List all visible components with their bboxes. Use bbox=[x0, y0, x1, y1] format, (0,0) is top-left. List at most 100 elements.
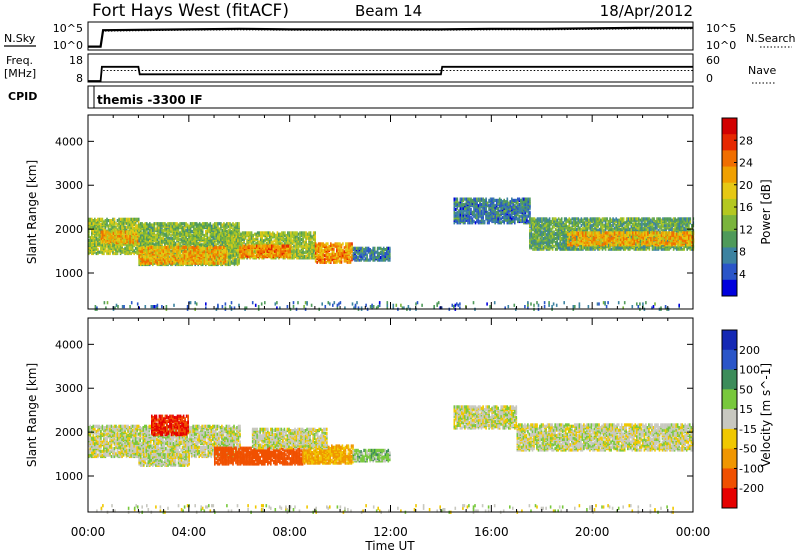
range-cell bbox=[241, 241, 244, 245]
range-cell bbox=[260, 244, 262, 248]
range-cell bbox=[201, 243, 204, 247]
range-cell bbox=[233, 260, 236, 264]
range-cell bbox=[161, 232, 163, 236]
range-cell bbox=[266, 244, 269, 248]
range-cell bbox=[274, 244, 276, 248]
range-cell bbox=[113, 242, 116, 246]
range-cell bbox=[474, 213, 477, 217]
cpid-label: CPID bbox=[8, 90, 37, 103]
range-cell bbox=[198, 222, 201, 226]
range-cell bbox=[109, 235, 112, 239]
range-cell bbox=[101, 217, 104, 221]
noise-panel-frame bbox=[87, 21, 694, 51]
range-cell bbox=[251, 244, 253, 248]
range-cell bbox=[195, 222, 198, 226]
range-cell bbox=[355, 254, 358, 258]
range-cell bbox=[195, 224, 198, 228]
range-cell bbox=[367, 246, 370, 250]
range-cell bbox=[170, 255, 172, 259]
range-cell bbox=[188, 247, 190, 251]
range-cell bbox=[360, 246, 362, 250]
range-cell bbox=[206, 247, 209, 251]
range-cell bbox=[144, 231, 147, 235]
range-cell bbox=[201, 256, 204, 260]
range-cell bbox=[162, 236, 165, 240]
range-cell bbox=[218, 240, 221, 244]
range-cell bbox=[139, 247, 142, 251]
range-cell bbox=[185, 256, 187, 260]
range-cell bbox=[136, 248, 138, 252]
range-cell bbox=[349, 242, 352, 246]
range-cell bbox=[221, 223, 224, 227]
range-cell bbox=[158, 226, 160, 230]
range-cell bbox=[164, 259, 166, 263]
range-cell bbox=[218, 237, 221, 242]
range-cell bbox=[474, 221, 477, 225]
range-cell bbox=[381, 248, 383, 252]
range-cell bbox=[477, 197, 480, 201]
range-cell bbox=[220, 256, 222, 260]
range-cell bbox=[186, 228, 189, 232]
range-cell bbox=[170, 227, 172, 231]
range-cell bbox=[124, 217, 126, 221]
range-cell bbox=[299, 231, 301, 235]
range-cell bbox=[179, 249, 181, 253]
range-cell bbox=[146, 236, 148, 240]
range-cell bbox=[97, 248, 99, 252]
range-cell bbox=[209, 248, 212, 252]
range-cell bbox=[317, 254, 320, 258]
range-cell bbox=[98, 250, 101, 254]
range-cell bbox=[130, 224, 132, 228]
range-cell bbox=[223, 249, 225, 253]
range-cell bbox=[146, 222, 148, 226]
range-cell bbox=[209, 251, 212, 255]
range-cell bbox=[309, 256, 312, 260]
range-cell bbox=[462, 197, 465, 201]
range-cell bbox=[319, 242, 321, 246]
range-cell bbox=[141, 231, 143, 235]
range-cell bbox=[498, 197, 501, 201]
range-cell bbox=[182, 245, 184, 249]
range-cell bbox=[129, 230, 131, 234]
range-cell bbox=[174, 257, 177, 261]
range-cell bbox=[306, 243, 309, 247]
range-cell bbox=[125, 225, 128, 229]
range-cell bbox=[205, 230, 207, 234]
range-cell bbox=[500, 221, 502, 225]
range-cell bbox=[174, 227, 177, 231]
range-cell bbox=[141, 224, 143, 228]
range-cell bbox=[161, 259, 163, 263]
range-cell bbox=[159, 241, 162, 245]
range-cell bbox=[135, 230, 137, 234]
range-cell bbox=[147, 255, 150, 259]
range-cell bbox=[252, 245, 255, 249]
range-cell bbox=[470, 197, 472, 201]
range-cell bbox=[480, 202, 483, 206]
range-cell bbox=[266, 241, 268, 245]
range-cell bbox=[379, 250, 382, 254]
range-cell bbox=[509, 213, 512, 217]
range-cell bbox=[177, 251, 180, 255]
range-cell bbox=[194, 227, 196, 231]
range-cell bbox=[139, 222, 142, 226]
range-cell bbox=[255, 244, 258, 248]
range-cell bbox=[495, 198, 498, 202]
range-cell bbox=[88, 234, 90, 238]
range-cell bbox=[158, 240, 160, 244]
range-cell bbox=[218, 253, 221, 257]
range-cell bbox=[379, 246, 382, 250]
range-cell bbox=[149, 259, 151, 263]
range-cell bbox=[171, 222, 174, 226]
range-cell bbox=[334, 252, 337, 256]
range-cell bbox=[253, 237, 256, 242]
range-cell bbox=[179, 261, 181, 265]
range-cell bbox=[177, 262, 180, 267]
range-cell bbox=[95, 219, 98, 223]
range-cell bbox=[504, 200, 507, 204]
range-cell bbox=[240, 243, 242, 247]
range-cell bbox=[229, 253, 232, 257]
range-cell bbox=[174, 230, 177, 234]
range-cell bbox=[208, 257, 210, 261]
range-cell bbox=[302, 244, 304, 248]
noise-tick-right-top: 10^5 bbox=[706, 22, 736, 35]
